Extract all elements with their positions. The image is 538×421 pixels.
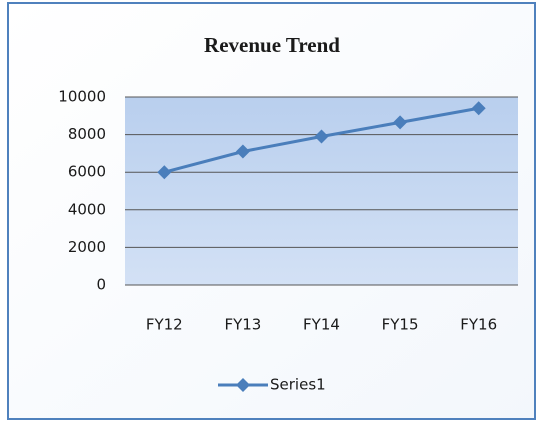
point-marker bbox=[393, 115, 408, 130]
y-tick-label: 8000 bbox=[68, 125, 106, 143]
x-tick-label: FY16 bbox=[460, 316, 497, 334]
x-tick-label: FY13 bbox=[224, 316, 261, 334]
y-tick-label: 4000 bbox=[68, 200, 106, 218]
point-marker bbox=[471, 101, 486, 116]
x-tick-label: FY12 bbox=[146, 316, 183, 334]
point-marker bbox=[235, 144, 250, 159]
x-tick-label: FY14 bbox=[303, 316, 340, 334]
legend-marker bbox=[236, 378, 250, 392]
y-tick-label: 0 bbox=[96, 276, 106, 294]
y-tick-label: 2000 bbox=[68, 238, 106, 256]
legend-label: Series1 bbox=[270, 376, 326, 394]
plot-area bbox=[125, 97, 518, 285]
point-marker bbox=[157, 165, 172, 180]
x-tick-label: FY15 bbox=[382, 316, 419, 334]
y-tick-label: 6000 bbox=[68, 163, 106, 181]
point-marker bbox=[314, 129, 329, 144]
y-tick-label: 10000 bbox=[58, 88, 106, 106]
chart-title: Revenue Trend bbox=[204, 33, 340, 57]
